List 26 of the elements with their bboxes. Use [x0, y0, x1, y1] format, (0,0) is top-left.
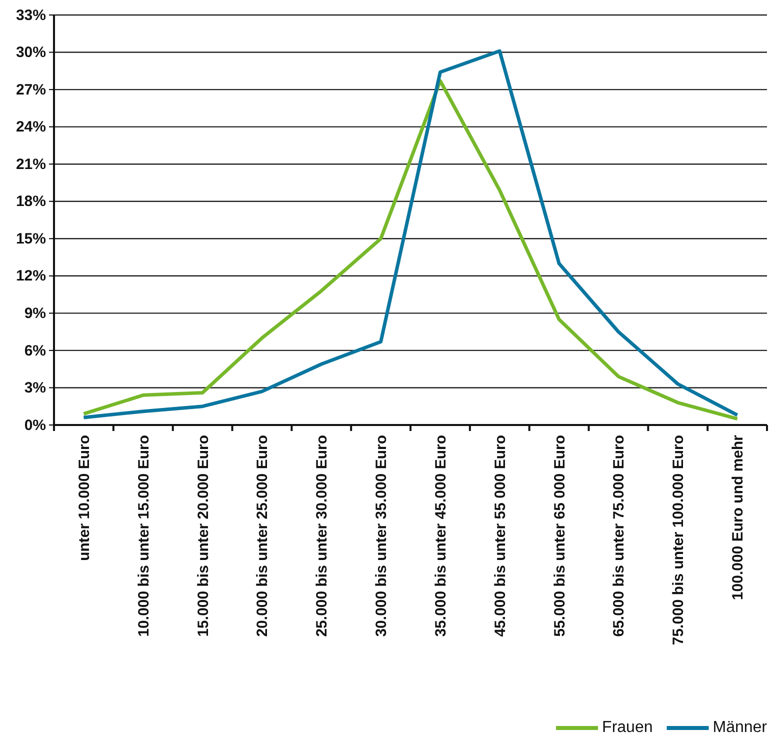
x-tick-label: 30.000 bis unter 35.000 Euro	[373, 435, 390, 637]
x-tick-label: unter 10.000 Euro	[76, 435, 93, 561]
x-tick-label: 20.000 bis unter 25.000 Euro	[254, 435, 272, 637]
legend-label: Männer	[712, 719, 768, 736]
x-tick-label: 25.000 bis unter 30.000 Euro	[314, 435, 331, 637]
y-tick-label: 21%	[16, 156, 46, 173]
x-tick-label: 55.000 bis unter 65 000 Euro	[551, 435, 568, 637]
y-tick-label: 27%	[16, 81, 46, 98]
y-tick-label: 3%	[24, 380, 46, 397]
x-tick-label: 45.000 bis unter 55 000 Euro	[492, 435, 509, 637]
x-tick-label: 75.000 bis unter 100.000 Euro	[670, 435, 688, 646]
y-tick-label: 15%	[16, 230, 46, 248]
x-tick-label: 35.000 bis unter 45.000 Euro	[432, 435, 450, 637]
y-tick-label: 0%	[24, 416, 46, 434]
x-tick-label: 65.000 bis unter 75.000 Euro	[610, 435, 628, 637]
x-tick-label: 15.000 bis unter 20.000 Euro	[194, 435, 212, 637]
y-tick-label: 24%	[16, 118, 46, 136]
legend-label: Frauen	[602, 719, 653, 736]
y-tick-label: 33%	[16, 6, 46, 24]
y-tick-label: 30%	[16, 44, 46, 62]
y-tick-label: 18%	[16, 193, 46, 210]
y-tick-label: 6%	[24, 342, 46, 360]
x-tick-label: 100.000 Euro und mehr	[730, 434, 747, 600]
y-tick-label: 9%	[24, 304, 46, 322]
x-tick-label: 10.000 bis unter 15.000 Euro	[135, 435, 152, 637]
y-tick-label: 12%	[16, 268, 46, 285]
